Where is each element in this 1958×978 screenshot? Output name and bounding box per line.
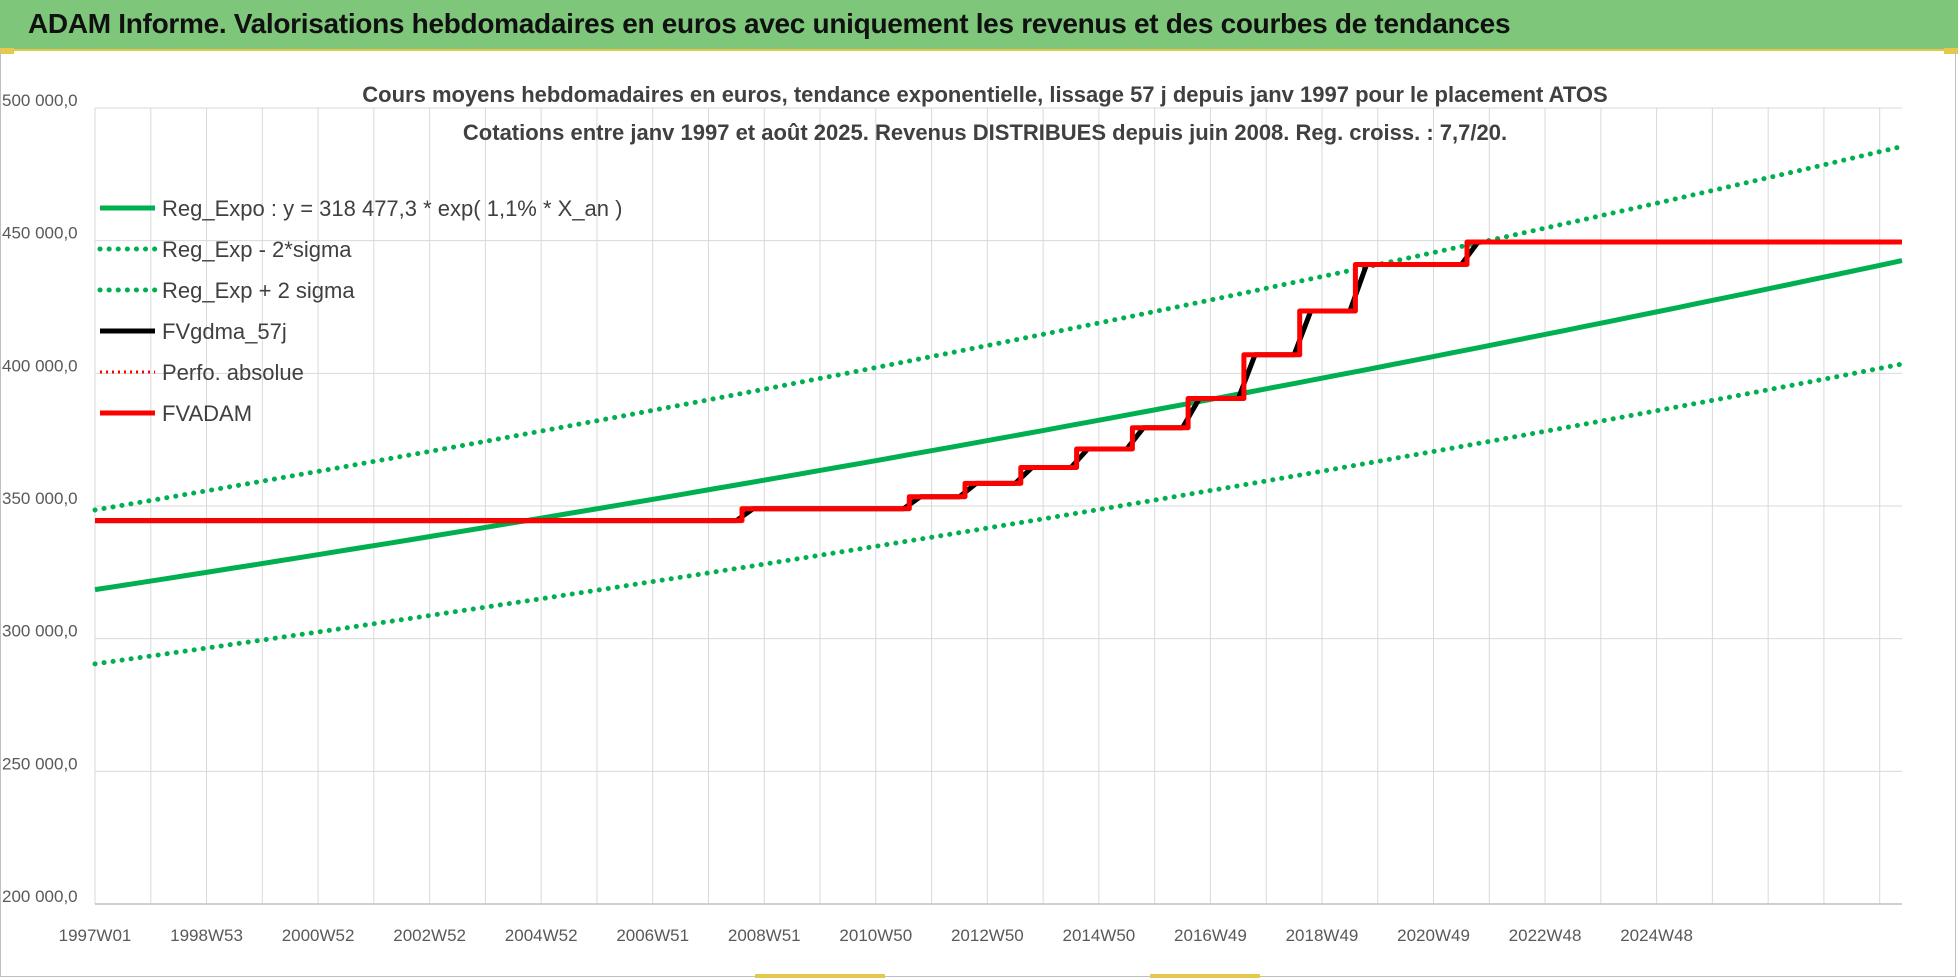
chart-frame: [0, 51, 1956, 977]
x-tick-label: 1998W53: [170, 926, 243, 945]
series-line-0: [94, 258, 1903, 593]
series-line-1: [92, 361, 1905, 667]
x-tick-label: 2006W51: [616, 926, 689, 945]
x-tick-label: 2016W49: [1174, 926, 1247, 945]
legend-label: Perfo. absolue: [162, 360, 304, 385]
x-tick-label: 2024W48: [1620, 926, 1693, 945]
x-tick-label: 2000W52: [282, 926, 355, 945]
corner-marker-right: [1944, 48, 1958, 54]
x-tick-label: 1997W01: [59, 926, 132, 945]
y-axis-ticks: 500 000,0 450 000,0 400 000,0 350 000,0 300 …: [2, 91, 78, 906]
x-tick-label: 2020W49: [1397, 926, 1470, 945]
header-banner: ADAM Informe. Valorisations hebdomadaire…: [0, 0, 1958, 51]
x-tick-label: 2014W50: [1062, 926, 1135, 945]
grid: [94, 107, 1902, 905]
series-line-3: [95, 239, 1902, 524]
series-layer: [92, 144, 1905, 667]
bottom-marker-2: [1150, 974, 1260, 978]
legend-label: Reg_Exp - 2*sigma: [162, 237, 352, 262]
x-tick-label: 2022W48: [1509, 926, 1582, 945]
x-tick-label: 2018W49: [1286, 926, 1359, 945]
legend-label: Reg_Expo : y = 318 477,3 * exp( 1,1% * X…: [162, 196, 622, 221]
y-tick-label: 350 000,0: [2, 489, 78, 508]
x-axis-ticks: 1997W01 1998W53 2000W52 2002W52 2004W52 2006W…: [59, 926, 1693, 945]
legend: Reg_Expo : y = 318 477,3 * exp( 1,1% * X…: [97, 196, 622, 426]
chart-subtitle: Cotations entre janv 1997 et août 2025. …: [463, 120, 1507, 145]
y-tick-label: 400 000,0: [2, 356, 78, 375]
y-tick-label: 300 000,0: [2, 622, 78, 641]
x-tick-label: 2004W52: [505, 926, 578, 945]
chart-title: Cours moyens hebdomadaires en euros, ten…: [362, 82, 1607, 107]
legend-label: FVgdma_57j: [162, 319, 287, 344]
x-tick-label: 2010W50: [839, 926, 912, 945]
y-tick-label: 200 000,0: [2, 887, 78, 906]
x-tick-label: 2002W52: [393, 926, 466, 945]
legend-label: FVADAM: [162, 401, 252, 426]
corner-marker-left: [0, 48, 14, 54]
legend-label: Reg_Exp + 2 sigma: [162, 278, 355, 303]
x-tick-label: 2012W50: [951, 926, 1024, 945]
x-tick-label: 2008W51: [728, 926, 801, 945]
report-title: ADAM Informe. Valorisations hebdomadaire…: [28, 8, 1511, 39]
bottom-marker-1: [755, 974, 885, 978]
series-line-2: [92, 144, 1905, 513]
y-tick-label: 450 000,0: [2, 224, 78, 243]
y-tick-label: 500 000,0: [2, 91, 78, 110]
series-line-5: [95, 239, 1902, 524]
y-tick-label: 250 000,0: [2, 754, 78, 773]
